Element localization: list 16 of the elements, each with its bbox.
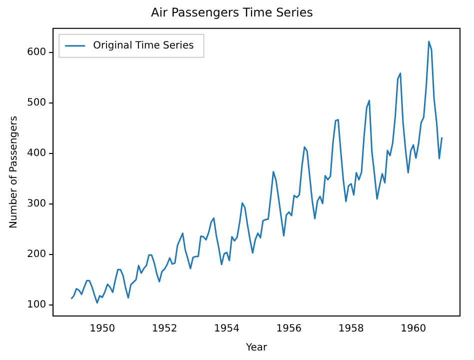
- y-tick-label: 200: [26, 249, 46, 260]
- legend-label: Original Time Series: [93, 40, 194, 52]
- x-tick-label: 1958: [338, 324, 364, 335]
- y-tick-label: 600: [26, 47, 46, 58]
- x-tick-label: 1950: [90, 324, 116, 335]
- x-tick-label: 1960: [400, 324, 426, 335]
- x-tick-label: 1954: [214, 324, 240, 335]
- y-tick-label: 400: [26, 148, 46, 160]
- y-axis-title: Number of Passengers: [8, 116, 20, 229]
- chart-title: Air Passengers Time Series: [151, 5, 313, 20]
- y-tick-label: 500: [26, 98, 46, 109]
- y-tick-label: 100: [26, 299, 46, 310]
- x-tick-label: 1952: [152, 324, 178, 335]
- x-axis-title: Year: [244, 342, 268, 354]
- x-tick-label: 1956: [276, 324, 302, 335]
- y-tick-label: 300: [26, 198, 46, 210]
